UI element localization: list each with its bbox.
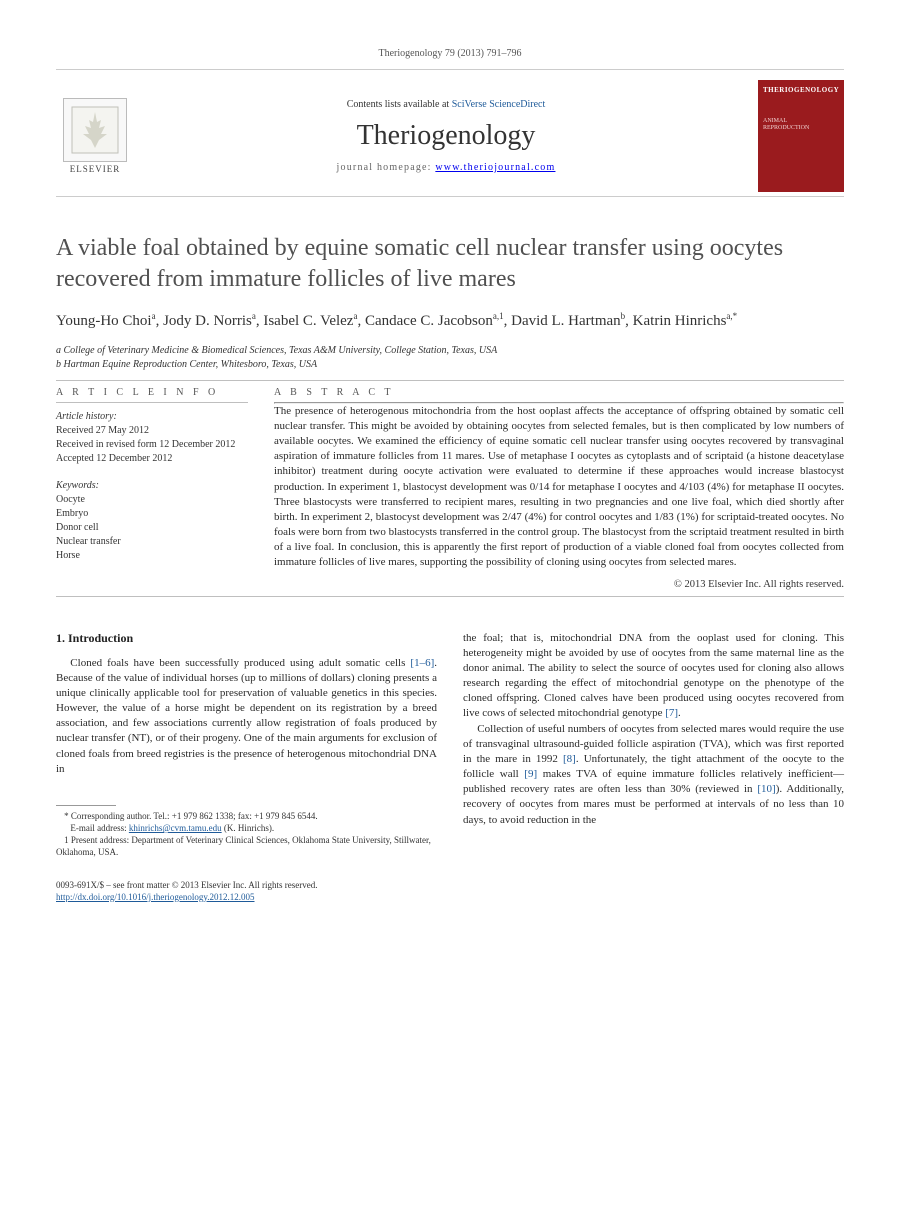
divider (56, 380, 844, 381)
divider (56, 596, 844, 597)
article-title: A viable foal obtained by equine somatic… (56, 233, 844, 294)
keyword: Donor cell (56, 521, 248, 535)
history-revised: Received in revised form 12 December 201… (56, 438, 248, 452)
keyword: Embryo (56, 507, 248, 521)
masthead: ELSEVIER Contents lists available at Sci… (56, 69, 844, 197)
publisher-block: ELSEVIER (56, 98, 134, 174)
article-info-block: A R T I C L E I N F O Article history: R… (56, 387, 248, 590)
column-left: 1. Introduction Cloned foals have been s… (56, 631, 437, 903)
abstract-heading: A B S T R A C T (274, 387, 844, 398)
history-label: Article history: (56, 411, 248, 422)
corresponding-author-footnote: * Corresponding author. Tel.: +1 979 862… (56, 810, 437, 822)
email-footnote: E-mail address: khinrichs@cvm.tamu.edu (… (56, 822, 437, 834)
publisher-label: ELSEVIER (70, 164, 121, 174)
column-right: the foal; that is, mitochondrial DNA fro… (463, 631, 844, 903)
section-heading-introduction: 1. Introduction (56, 631, 437, 646)
history-accepted: Accepted 12 December 2012 (56, 452, 248, 466)
present-address-footnote: 1 Present address: Department of Veterin… (56, 834, 437, 858)
elsevier-tree-icon (63, 98, 127, 162)
journal-cover-thumbnail: THERIOGENOLOGY ANIMAL REPRODUCTION (758, 80, 844, 192)
running-header: Theriogenology 79 (2013) 791–796 (56, 48, 844, 59)
journal-homepage-line: journal homepage: www.theriojournal.com (148, 162, 744, 173)
cover-subtitle-2: REPRODUCTION (763, 125, 839, 132)
cover-title: THERIOGENOLOGY (763, 86, 839, 94)
contents-available-line: Contents lists available at SciVerse Sci… (148, 99, 744, 110)
body-paragraph: Collection of useful numbers of oocytes … (463, 722, 844, 828)
contents-prefix: Contents lists available at (347, 99, 452, 110)
abstract-copyright: © 2013 Elsevier Inc. All rights reserved… (274, 579, 844, 590)
footnote-separator (56, 805, 116, 806)
email-label: E-mail address: (70, 823, 128, 833)
affiliations: a College of Veterinary Medicine & Biome… (56, 344, 844, 372)
body-paragraph: the foal; that is, mitochondrial DNA fro… (463, 631, 844, 722)
article-info-heading: A R T I C L E I N F O (56, 387, 248, 398)
cover-subtitle-1: ANIMAL (763, 118, 839, 125)
article-info-row: A R T I C L E I N F O Article history: R… (56, 387, 844, 590)
masthead-center: Contents lists available at SciVerse Sci… (148, 95, 744, 177)
corresponding-email-link[interactable]: khinrichs@cvm.tamu.edu (129, 823, 222, 833)
journal-homepage-link[interactable]: www.theriojournal.com (435, 162, 555, 173)
sciencedirect-link[interactable]: SciVerse ScienceDirect (452, 99, 546, 110)
keyword: Horse (56, 549, 248, 563)
email-suffix: (K. Hinrichs). (222, 823, 275, 833)
journal-name: Theriogenology (148, 120, 744, 152)
body-columns: 1. Introduction Cloned foals have been s… (56, 631, 844, 903)
affiliation-a: a College of Veterinary Medicine & Biome… (56, 344, 844, 358)
front-matter-line: 0093-691X/$ – see front matter © 2013 El… (56, 879, 437, 891)
history-received: Received 27 May 2012 (56, 424, 248, 438)
author-list: Young-Ho Choia, Jody D. Norrisa, Isabel … (56, 310, 844, 331)
body-paragraph: Cloned foals have been successfully prod… (56, 656, 437, 777)
abstract-text: The presence of heterogenous mitochondri… (274, 404, 844, 571)
page-root: Theriogenology 79 (2013) 791–796 ELSEVIE… (0, 0, 900, 951)
keywords-label: Keywords: (56, 480, 248, 491)
keyword: Oocyte (56, 493, 248, 507)
keyword: Nuclear transfer (56, 535, 248, 549)
doi-link[interactable]: http://dx.doi.org/10.1016/j.theriogenolo… (56, 892, 255, 902)
footer-block: 0093-691X/$ – see front matter © 2013 El… (56, 879, 437, 903)
abstract-block: A B S T R A C T The presence of heteroge… (274, 387, 844, 590)
homepage-label: journal homepage: (337, 162, 436, 173)
affiliation-b: b Hartman Equine Reproduction Center, Wh… (56, 358, 844, 372)
